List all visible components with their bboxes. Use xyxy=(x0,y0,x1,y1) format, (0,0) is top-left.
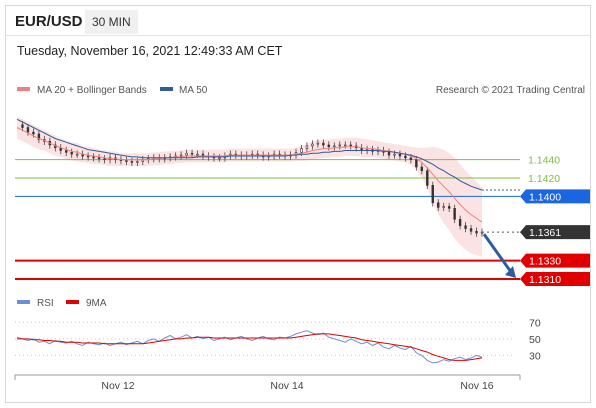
legend-label-ma20: MA 20 + Bollinger Bands xyxy=(37,85,147,96)
copyright: Research © 2021 Trading Central xyxy=(436,85,585,96)
level-tag-bg xyxy=(520,189,590,204)
candle xyxy=(458,215,462,230)
x-tick-label: Nov 14 xyxy=(270,380,303,392)
legend-label-rsi: RSI xyxy=(37,298,54,309)
rsi-tick-label: 50 xyxy=(529,334,541,346)
candle xyxy=(442,202,445,212)
rsi-series-9ma xyxy=(17,333,483,361)
candle xyxy=(453,204,456,223)
price-legend: MA 20 + Bollinger Bands MA 50 xyxy=(17,85,208,96)
candles xyxy=(21,121,484,237)
level-tags: 1.1440 1.1420 1.1400 1.1361 1.1330 1.1310 xyxy=(520,155,590,286)
ma20-line xyxy=(16,127,483,223)
timestamp: Tuesday, November 16, 2021 12:49:33 AM C… xyxy=(17,44,283,58)
level-label: 1.1420 xyxy=(528,173,560,185)
level-tag-1.1420: 1.1420 xyxy=(528,173,560,185)
candle xyxy=(475,227,478,237)
rsi-series-rsi xyxy=(16,330,483,364)
header-divider xyxy=(5,35,591,36)
level-tag-1.1330: 1.1330 xyxy=(520,253,590,268)
candle xyxy=(311,140,314,150)
candle xyxy=(387,148,391,159)
level-tag-bg xyxy=(520,225,590,240)
candle xyxy=(103,155,106,164)
candle xyxy=(37,130,41,144)
candle xyxy=(21,121,24,132)
candle xyxy=(349,141,352,150)
level-label: 1.1310 xyxy=(529,274,561,286)
timeframe-button[interactable]: 30 MIN xyxy=(85,10,138,34)
candle xyxy=(426,167,429,190)
candle xyxy=(480,228,484,237)
candle xyxy=(469,224,473,235)
rsi-panel: 70 50 30 xyxy=(15,317,541,364)
x-axis: Nov 12 Nov 14 Nov 16 xyxy=(14,374,521,392)
level-tag-1.1440: 1.1440 xyxy=(528,155,560,167)
bollinger-band-fill xyxy=(17,116,482,257)
legend-label-ma50: MA 50 xyxy=(179,85,208,96)
candle xyxy=(420,163,424,175)
legend-label-9ma: 9MA xyxy=(86,298,107,309)
level-tag-1.1310: 1.1310 xyxy=(520,271,590,286)
level-label: 1.1361 xyxy=(529,227,561,239)
candle xyxy=(65,146,68,156)
candle xyxy=(464,222,467,233)
candle xyxy=(70,148,73,158)
rsi-tick-label: 30 xyxy=(529,350,541,362)
rsi-legend: RSI 9MA xyxy=(17,298,107,309)
x-tick-label: Nov 12 xyxy=(101,380,134,392)
candle xyxy=(437,199,440,212)
moving-averages xyxy=(16,118,520,223)
candle xyxy=(26,123,30,136)
legend-swatch-ma50 xyxy=(160,87,173,91)
legend-swatch-rsi xyxy=(17,300,30,304)
level-tag-bg xyxy=(520,271,590,286)
legend-swatch-9ma xyxy=(66,300,79,304)
level-tag-1.1361: 1.1361 xyxy=(520,225,590,240)
candle xyxy=(344,141,347,149)
candle xyxy=(447,202,451,212)
pair-title: EUR/USD xyxy=(15,13,83,30)
level-label: 1.1440 xyxy=(528,155,560,167)
candle xyxy=(305,142,309,153)
candle xyxy=(86,152,90,161)
candle xyxy=(218,154,221,162)
x-tick-label: Nov 16 xyxy=(460,380,493,392)
ma50-line xyxy=(16,118,483,191)
candle xyxy=(316,139,320,148)
candle xyxy=(333,142,336,151)
forecast-arrow-head xyxy=(505,265,516,278)
candle xyxy=(185,149,188,159)
level-label: 1.1400 xyxy=(529,191,561,203)
legend-swatch-ma20 xyxy=(17,87,30,91)
candle xyxy=(431,181,434,207)
candle xyxy=(125,156,128,166)
level-tag-bg xyxy=(520,253,590,268)
candle xyxy=(398,150,402,160)
level-tag-1.1400: 1.1400 xyxy=(520,189,590,204)
forecast-arrow xyxy=(482,233,516,278)
candle xyxy=(92,153,95,162)
candle xyxy=(322,139,325,149)
level-label: 1.1330 xyxy=(529,256,561,268)
forecast-arrow-shaft xyxy=(482,233,513,273)
candle xyxy=(97,154,101,163)
rsi-tick-label: 70 xyxy=(529,317,541,329)
candle xyxy=(75,150,79,158)
bollinger-band xyxy=(17,116,482,257)
